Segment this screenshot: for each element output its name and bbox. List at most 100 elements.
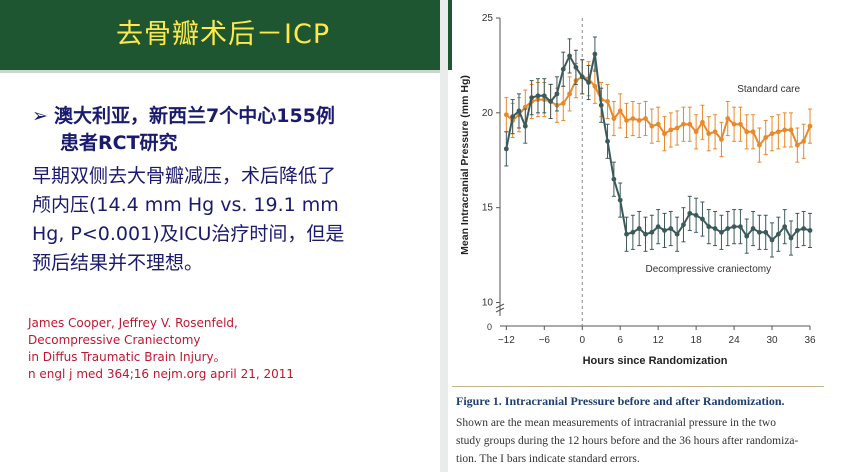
- y-tick-label: 0: [487, 322, 492, 332]
- reference: James Cooper, Jeffrey V. Rosenfeld, Deco…: [28, 315, 294, 383]
- data-point: [516, 108, 522, 114]
- data-point: [611, 116, 617, 121]
- data-point: [643, 231, 648, 237]
- data-point: [801, 138, 807, 144]
- data-point: [775, 231, 781, 237]
- data-point: [687, 210, 693, 216]
- panel-divider: [440, 0, 448, 472]
- body-line: 早期双侧去大骨瓣减压，术后降低了: [32, 165, 337, 187]
- caption-line: study groups during the 12 hours before …: [456, 435, 799, 447]
- data-point: [636, 118, 642, 123]
- bullet-point: ➢ 澳大利亚，新西兰7个中心155例 患者RCT研究: [32, 103, 432, 157]
- data-point: [655, 224, 661, 230]
- data-point: [700, 216, 705, 222]
- data-point: [788, 235, 794, 241]
- data-point: [706, 131, 712, 137]
- data-point: [624, 118, 629, 123]
- data-point: [567, 91, 572, 97]
- reference-line: James Cooper, Jeffrey V. Rosenfeld,: [28, 316, 238, 330]
- data-point: [681, 222, 686, 228]
- data-point: [794, 228, 800, 233]
- data-point: [655, 121, 661, 127]
- reference-line: in Diffus Traumatic Brain Injury。: [28, 350, 226, 364]
- data-point: [617, 108, 623, 114]
- data-point: [592, 83, 598, 89]
- icp-chart: 0 10 15 20 25 −12 −6 0 6 12 18 24 30 36 Hours since Ra…: [459, 13, 816, 367]
- data-point: [630, 116, 636, 121]
- x-tick-label: −12: [498, 335, 515, 346]
- axis-break-mark: [495, 303, 505, 309]
- data-point: [560, 100, 566, 106]
- y-tick-label: 10: [482, 298, 494, 309]
- reference-line: Decompressive Craniectomy: [28, 333, 201, 347]
- caption-line: Shown are the mean measurements of intra…: [456, 417, 776, 429]
- series-label-standard-care: Standard care: [737, 84, 800, 95]
- data-point: [712, 226, 718, 231]
- data-point: [693, 129, 699, 135]
- data-point: [624, 231, 629, 237]
- data-point: [750, 129, 756, 135]
- data-point: [807, 228, 813, 233]
- data-point: [725, 226, 731, 231]
- figure-number: Figure 1.: [456, 394, 502, 408]
- x-tick-label: 24: [729, 335, 741, 346]
- data-point: [782, 127, 788, 133]
- data-point: [801, 226, 807, 231]
- body-line: Hg, P<0.001)及ICU治疗时间，但是: [32, 223, 345, 245]
- data-point: [560, 66, 566, 72]
- data-point: [744, 129, 750, 135]
- data-point: [794, 142, 800, 148]
- data-point: [769, 131, 775, 137]
- title-bar: 去骨瓣术后－ICP: [0, 0, 440, 73]
- data-point: [738, 224, 743, 230]
- data-point: [731, 224, 737, 230]
- data-point: [687, 121, 693, 127]
- figure-panel: 0 10 15 20 25 −12 −6 0 6 12 18 24 30 36 Hours since Ra…: [452, 0, 846, 472]
- data-point: [573, 64, 579, 70]
- data-point: [503, 146, 509, 152]
- data-point: [756, 229, 762, 235]
- x-tick-label: −6: [539, 335, 551, 346]
- data-point: [649, 123, 655, 129]
- data-point: [782, 224, 788, 230]
- data-point: [535, 93, 541, 99]
- data-point: [700, 119, 705, 125]
- y-tick-label: 15: [482, 203, 494, 214]
- figure-caption-title: Figure 1. Intracranial Pressure before a…: [456, 394, 785, 409]
- data-point: [674, 125, 680, 131]
- data-point: [668, 127, 674, 133]
- body-line: 颅内压(14.4 mm Hg vs. 19.1 mm: [32, 194, 339, 216]
- data-point: [775, 129, 781, 135]
- data-point: [769, 237, 775, 243]
- axis-break-mark: [495, 307, 505, 313]
- x-axis-label: Hours since Randomization: [583, 355, 728, 367]
- reference-line: n engl j med 364;16 nejm.org april 21, 2…: [28, 367, 295, 381]
- data-point: [756, 142, 762, 148]
- x-tick-label: 36: [804, 335, 816, 346]
- caption-line: tion. The I bars indicate standard error…: [456, 453, 640, 465]
- data-point: [693, 212, 699, 218]
- x-tick-label: 6: [617, 335, 623, 346]
- data-point: [605, 138, 610, 144]
- caption-rule: [452, 386, 824, 387]
- data-point: [510, 114, 516, 120]
- data-point: [579, 74, 585, 80]
- x-tick-label: 18: [691, 335, 703, 346]
- data-point: [674, 231, 680, 237]
- data-point: [522, 104, 528, 110]
- y-tick-label: 25: [482, 13, 494, 24]
- data-point: [731, 121, 737, 127]
- x-tick-label: 12: [653, 335, 665, 346]
- data-point: [529, 95, 535, 101]
- data-point: [649, 229, 655, 235]
- data-point: [548, 99, 554, 104]
- data-point: [503, 112, 509, 118]
- data-point: [662, 228, 667, 233]
- data-point: [662, 131, 667, 137]
- slide-title: 去骨瓣术后－ICP: [116, 19, 331, 50]
- data-point: [611, 176, 617, 182]
- data-point: [744, 233, 750, 239]
- bullet-line-1: 澳大利亚，新西兰7个中心155例: [54, 105, 335, 127]
- data-point: [706, 224, 712, 230]
